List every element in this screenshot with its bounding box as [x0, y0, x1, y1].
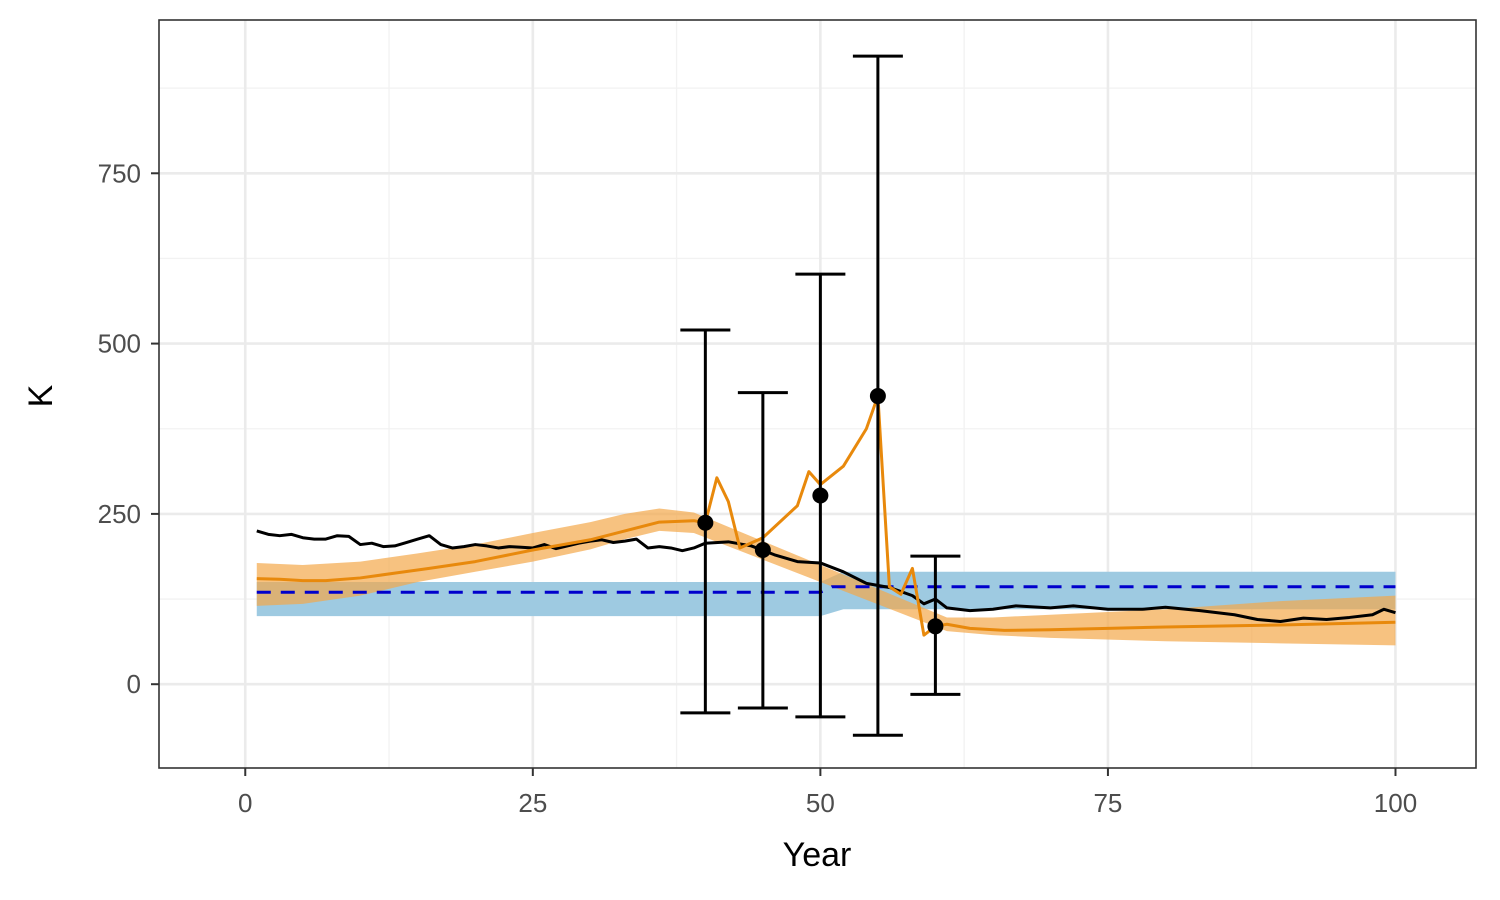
x-tick-label: 100	[1374, 788, 1417, 818]
observation-point	[927, 618, 944, 635]
orange-estimate-line	[256, 394, 1396, 637]
y-tick-label: 0	[127, 669, 141, 699]
observation-point	[697, 514, 714, 531]
x-tick-label: 25	[518, 788, 547, 818]
plot-panel-border	[158, 19, 1477, 769]
x-tick-label: 50	[806, 788, 835, 818]
y-tick-label: 500	[98, 329, 141, 359]
y-axis-title: K	[22, 384, 60, 407]
blue-prior-band	[256, 571, 1396, 617]
observation-point	[869, 388, 886, 405]
x-axis-title: Year	[783, 836, 852, 874]
x-tick-label: 0	[238, 788, 252, 818]
y-tick-label: 750	[98, 158, 141, 188]
observation-point	[754, 542, 771, 559]
x-axis-ticks: 0 25 50 75 100	[238, 768, 1417, 818]
observation-points	[697, 388, 944, 635]
series-lines	[256, 394, 1396, 637]
y-tick-label: 250	[98, 499, 141, 529]
y-axis-ticks: 0 250 500 750	[98, 158, 159, 699]
x-tick-label: 75	[1093, 788, 1122, 818]
confidence-bands	[256, 508, 1396, 646]
observation-point	[812, 487, 829, 504]
orange-posterior-band	[256, 508, 1396, 646]
black-true-line	[256, 529, 1396, 624]
